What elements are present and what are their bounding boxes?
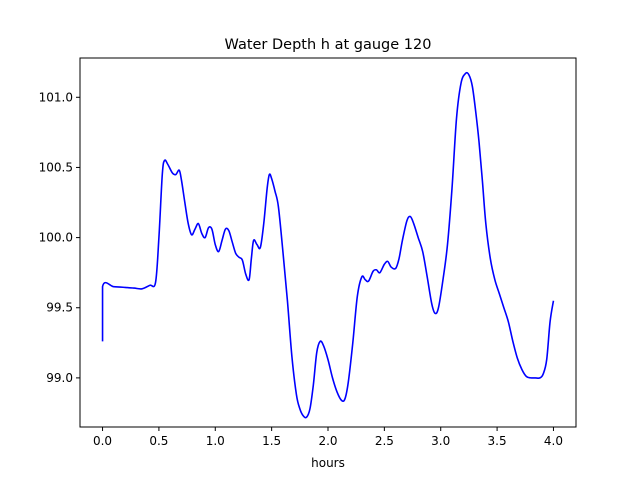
x-axis-label: hours (311, 456, 345, 470)
x-tick-label: 3.5 (488, 434, 507, 448)
x-tick-label: 1.5 (262, 434, 281, 448)
x-tick-label: 3.0 (431, 434, 450, 448)
y-tick-label: 99.5 (46, 301, 73, 315)
y-tick-label: 100.5 (39, 160, 73, 174)
y-tick-label: 100.0 (39, 231, 73, 245)
y-axis: 99.0 99.5 100.0 100.5 101.0 (39, 90, 80, 385)
x-tick-label: 1.0 (206, 434, 225, 448)
x-tick-label: 2.5 (375, 434, 394, 448)
y-tick-label: 101.0 (39, 90, 73, 104)
plot-area (101, 71, 555, 419)
x-tick-label: 0.5 (149, 434, 168, 448)
series-line (101, 71, 555, 419)
y-tick-label: 99.0 (46, 371, 73, 385)
x-axis: 0.0 0.5 1.0 1.5 2.0 2.5 3.0 3.5 4.0 (93, 427, 563, 448)
x-tick-label: 0.0 (93, 434, 112, 448)
plot-frame (79, 57, 577, 428)
chart-title: Water Depth h at gauge 120 (225, 37, 432, 53)
x-tick-label: 4.0 (544, 434, 563, 448)
x-tick-label: 2.0 (318, 434, 337, 448)
